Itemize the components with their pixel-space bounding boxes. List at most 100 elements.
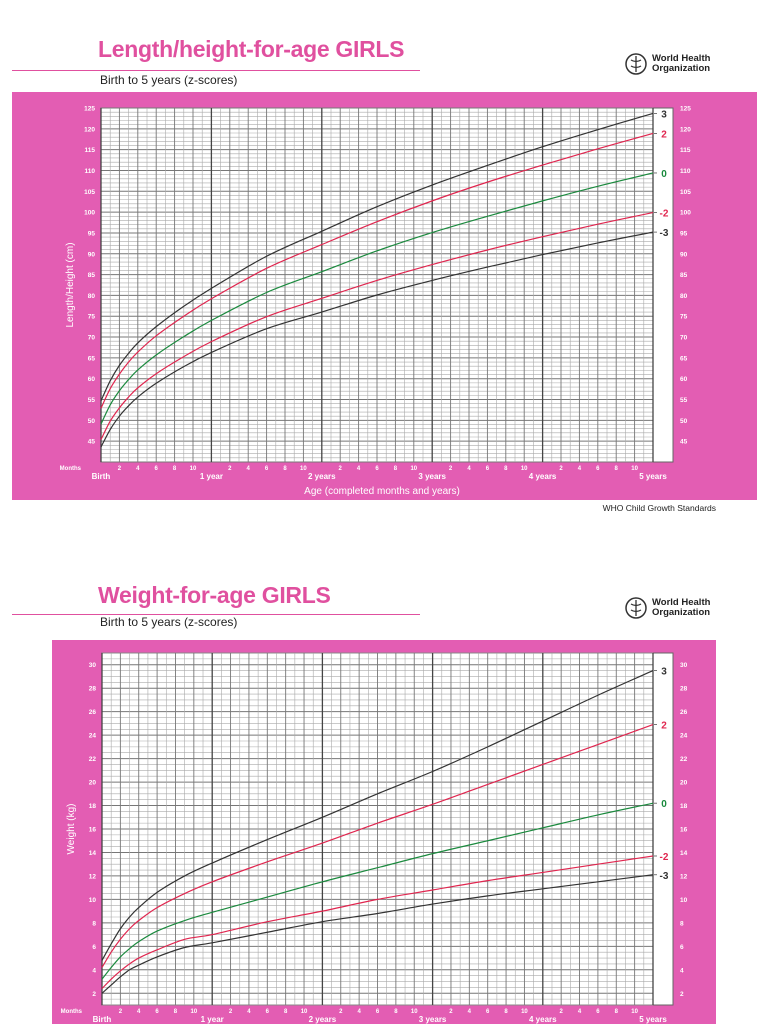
y-tick-label-left: 6 xyxy=(92,944,96,951)
year-label: 4 years xyxy=(529,1015,557,1024)
month-tick-label: 4 xyxy=(137,1009,141,1015)
y-tick-label-left: 100 xyxy=(84,210,95,217)
month-tick-label: 2 xyxy=(449,466,453,472)
month-tick-label: 2 xyxy=(339,466,343,472)
x-axis-label: Age (completed months and years) xyxy=(304,486,460,497)
who-line2: Organization xyxy=(652,607,711,618)
y-tick-label-left: 115 xyxy=(85,147,96,154)
month-tick-label: 8 xyxy=(283,466,287,472)
series-line-z3 xyxy=(100,112,654,402)
y-tick-label-left: 14 xyxy=(89,850,97,857)
y-tick-label-right: 65 xyxy=(680,355,688,362)
y-tick-label-left: 28 xyxy=(89,686,97,693)
y-tick-label-right: 18 xyxy=(680,803,688,810)
y-tick-label-left: 90 xyxy=(88,251,96,258)
year-label: 2 years xyxy=(309,1015,337,1024)
month-tick-label: 2 xyxy=(559,466,563,472)
month-tick-label: 6 xyxy=(265,466,269,472)
series-label-z-3: -3 xyxy=(660,228,669,239)
month-tick-label: 6 xyxy=(155,466,159,472)
title-divider xyxy=(12,614,420,615)
y-tick-label-left: 60 xyxy=(88,376,96,383)
year-label: 3 years xyxy=(419,1015,447,1024)
month-tick-label: 8 xyxy=(284,1009,288,1015)
series-line-z2 xyxy=(101,724,654,968)
y-tick-label-left: 20 xyxy=(89,780,97,787)
month-tick-label: 10 xyxy=(631,466,638,472)
chart-subtitle-weight: Birth to 5 years (z-scores) xyxy=(100,615,238,629)
y-tick-label-left: 80 xyxy=(88,293,96,300)
month-tick-label: 8 xyxy=(394,466,398,472)
y-tick-label-right: 50 xyxy=(680,418,688,425)
y-tick-label-right: 70 xyxy=(680,335,688,342)
y-tick-label-left: 55 xyxy=(88,397,96,404)
month-tick-label: 8 xyxy=(504,1009,508,1015)
who-logo: World Health Organization xyxy=(624,52,710,76)
y-tick-label-left: 50 xyxy=(88,418,96,425)
month-tick-label: 8 xyxy=(615,466,619,472)
month-tick-label: 4 xyxy=(136,466,140,472)
chart-subtitle-length: Birth to 5 years (z-scores) xyxy=(100,73,238,87)
month-tick-label: 4 xyxy=(357,1009,361,1015)
series-line-z-2 xyxy=(100,211,654,440)
y-tick-label-right: 30 xyxy=(680,662,688,669)
month-tick-label: 6 xyxy=(486,1009,490,1015)
who-line2: Organization xyxy=(652,63,711,74)
month-tick-label: 4 xyxy=(578,466,582,472)
who-emblem-icon xyxy=(625,53,647,75)
who-line1: World Health xyxy=(652,53,711,64)
y-tick-label-right: 60 xyxy=(680,376,688,383)
month-tick-label: 4 xyxy=(357,466,361,472)
y-tick-label-right: 80 xyxy=(680,293,688,300)
series-label-z3: 3 xyxy=(661,667,667,678)
y-tick-label-right: 10 xyxy=(680,897,688,904)
series-label-z3: 3 xyxy=(661,109,667,120)
series-label-z0: 0 xyxy=(661,799,667,810)
year-label: 5 years xyxy=(639,472,667,481)
y-tick-label-left: 70 xyxy=(88,335,96,342)
y-tick-label-right: 75 xyxy=(680,314,688,321)
y-tick-label-left: 2 xyxy=(92,991,96,998)
month-tick-label: 2 xyxy=(559,1009,563,1015)
month-tick-label: 6 xyxy=(596,1009,600,1015)
month-tick-label: 2 xyxy=(449,1009,453,1015)
month-tick-label: 10 xyxy=(300,466,307,472)
year-label: Birth xyxy=(93,1015,112,1024)
y-tick-label-right: 125 xyxy=(680,106,691,113)
y-tick-label-right: 85 xyxy=(680,272,688,279)
year-label: 3 years xyxy=(418,472,446,481)
y-tick-label-right: 12 xyxy=(680,873,688,880)
month-tick-label: 10 xyxy=(301,1009,308,1015)
year-label: Birth xyxy=(92,472,111,481)
month-tick-label: 10 xyxy=(190,466,197,472)
year-label: 4 years xyxy=(529,472,557,481)
month-tick-label: 6 xyxy=(266,1009,270,1015)
y-tick-label-right: 24 xyxy=(680,733,688,740)
series-line-z-2 xyxy=(101,855,654,989)
month-tick-label: 6 xyxy=(376,1009,380,1015)
y-tick-label-left: 120 xyxy=(84,126,95,133)
y-tick-label-left: 12 xyxy=(89,873,97,880)
y-tick-label-right: 45 xyxy=(680,439,688,446)
y-tick-label-left: 65 xyxy=(88,355,96,362)
series-line-z3 xyxy=(101,670,654,961)
month-tick-label: 2 xyxy=(228,466,232,472)
y-tick-label-right: 8 xyxy=(680,920,684,927)
y-tick-label-left: 4 xyxy=(92,967,96,974)
y-tick-label-left: 125 xyxy=(84,106,95,113)
title-divider xyxy=(12,70,420,71)
y-tick-label-right: 22 xyxy=(680,756,688,763)
month-tick-label: 6 xyxy=(375,466,379,472)
month-tick-label: 10 xyxy=(411,1009,418,1015)
series-label-z-3: -3 xyxy=(660,871,669,882)
series-label-z-2: -2 xyxy=(660,209,669,220)
y-axis-label: Weight (kg) xyxy=(66,804,77,855)
y-tick-label-left: 105 xyxy=(84,189,95,196)
y-tick-label-left: 45 xyxy=(88,439,96,446)
who-line1: World Health xyxy=(652,597,711,608)
y-tick-label-left: 16 xyxy=(89,827,97,834)
month-tick-label: 2 xyxy=(118,466,122,472)
months-label: Months xyxy=(61,1009,83,1015)
